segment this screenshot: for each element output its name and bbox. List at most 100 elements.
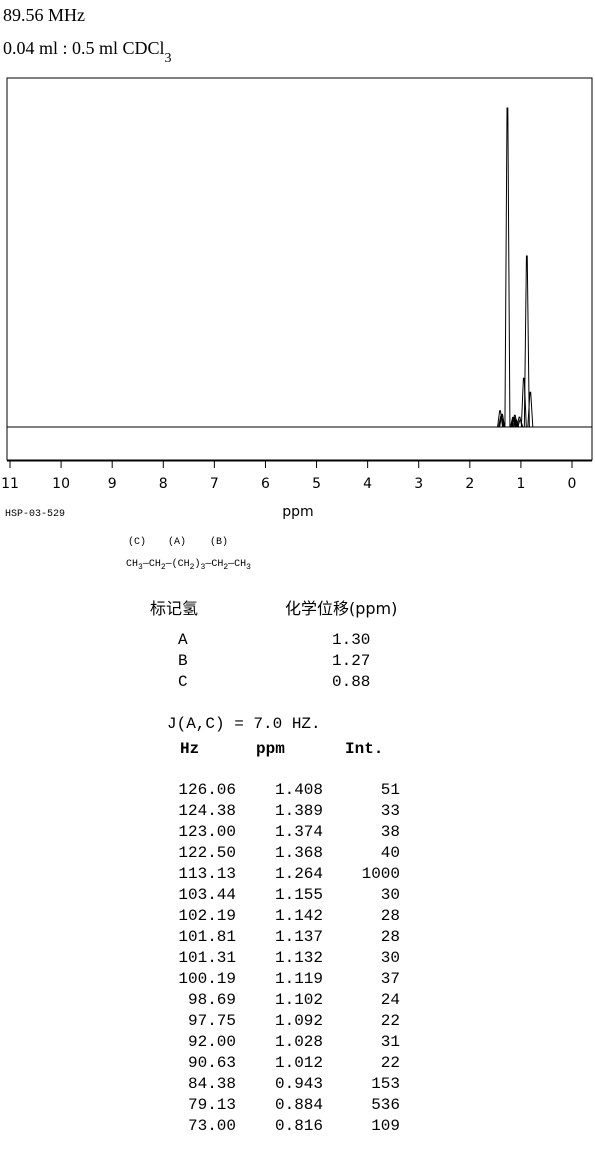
x-tick-label: 8	[159, 476, 168, 492]
formula-text: —CH	[204, 559, 223, 570]
peak-cell: 126.06	[178, 781, 236, 799]
frequency: 89.56 MHz	[3, 5, 85, 25]
structure-formula: CH3—CH2—(CH2)3—CH2—CH3	[126, 558, 251, 572]
peak-cell: 1000	[362, 865, 400, 883]
peak	[527, 391, 534, 428]
peak-cell: 33	[381, 802, 400, 820]
assign-header: 化学位移(ppm)	[285, 599, 397, 618]
sample: 0.04 ml : 0.5 ml CDCl3	[3, 38, 172, 66]
x-tick-label: 5	[312, 476, 321, 492]
peak	[520, 377, 527, 428]
peak-cell: 122.50	[178, 844, 236, 862]
peak-cell: 90.63	[188, 1054, 236, 1072]
peak-cell: 22	[381, 1012, 400, 1030]
peak	[504, 107, 511, 428]
peak-cell: 97.75	[188, 1012, 236, 1030]
structure-label: (A)	[168, 536, 186, 548]
assign-label: B	[178, 652, 188, 670]
peak-cell: 0.884	[275, 1096, 323, 1114]
peak-cell: 101.31	[178, 949, 236, 967]
peak-cell: 1.374	[275, 823, 323, 841]
peak-cell: 123.00	[178, 823, 236, 841]
x-tick-label: 10	[52, 476, 70, 492]
peak-cell: 102.19	[178, 907, 236, 925]
peak-cell: 30	[381, 949, 400, 967]
peak-cell: 124.38	[178, 802, 236, 820]
peak-header: ppm	[256, 740, 285, 758]
peak-cell: 1.102	[275, 991, 323, 1009]
peak-cell: 40	[381, 844, 400, 862]
x-tick-label: 0	[568, 476, 577, 492]
structure-label: (B)	[210, 536, 228, 548]
assign-shift: 0.88	[332, 673, 370, 691]
formula-subscript: 2	[161, 563, 166, 572]
peak-cell: 92.00	[188, 1033, 236, 1051]
peak-header: Hz	[180, 740, 199, 758]
peak-cell: 113.13	[178, 865, 236, 883]
peak-cell: 1.155	[275, 886, 323, 904]
structure-label: (C)	[128, 536, 146, 548]
x-tick-label: 7	[210, 476, 219, 492]
peak-cell: 100.19	[178, 970, 236, 988]
peak-cell: 1.132	[275, 949, 323, 967]
coupling: J(A,C) = 7.0 HZ.	[167, 715, 321, 733]
spectrum-code: HSP-03-529	[5, 509, 65, 520]
assign-label: C	[178, 673, 188, 691]
plot-frame	[6, 77, 593, 461]
peak-cell: 24	[381, 991, 400, 1009]
formula-subscript: 2	[190, 563, 195, 572]
sample-text: 0.04 ml : 0.5 ml CDCl	[3, 38, 165, 58]
peak-cell: 28	[381, 907, 400, 925]
peak-cell: 1.119	[275, 970, 323, 988]
x-tick-label: 9	[108, 476, 117, 492]
peak-cell: 22	[381, 1054, 400, 1072]
assign-shift: 1.27	[332, 652, 370, 670]
x-tick-label: 2	[465, 476, 474, 492]
formula-subscript: 2	[223, 563, 228, 572]
assign-header: 标记氢	[150, 599, 198, 618]
formula-subscript: 3	[138, 563, 143, 572]
formula-subscript: 3	[246, 563, 251, 572]
peak-cell: 1.142	[275, 907, 323, 925]
formula-text: )	[194, 558, 200, 570]
peak-cell: 30	[381, 886, 400, 904]
peak-cell: 0.816	[275, 1117, 323, 1135]
peak-cell: 101.81	[178, 928, 236, 946]
peak-cell: 1.408	[275, 781, 323, 799]
x-axis-label: ppm	[282, 504, 313, 520]
peak-cell: 1.028	[275, 1033, 323, 1051]
peak-cell: 103.44	[178, 886, 236, 904]
peak-header: Int.	[345, 740, 383, 758]
peak-cell: 153	[371, 1075, 400, 1093]
formula-text: —(CH	[165, 558, 190, 570]
peak-cell: 0.943	[275, 1075, 323, 1093]
formula-subscript: 3	[201, 563, 206, 572]
x-tick-label: 4	[363, 476, 372, 492]
peak-cell: 51	[381, 781, 400, 799]
x-tick-label: 11	[1, 476, 19, 492]
sample-subscript: 3	[165, 51, 172, 66]
formula-text: —CH	[142, 559, 161, 570]
peak-cell: 37	[381, 970, 400, 988]
peak-cell: 98.69	[188, 991, 236, 1009]
peak-cell: 84.38	[188, 1075, 236, 1093]
assign-label: A	[178, 631, 188, 649]
peak	[499, 413, 506, 428]
x-tick-label: 6	[261, 476, 270, 492]
x-tick-label: 3	[414, 476, 423, 492]
peak-cell: 31	[381, 1033, 400, 1051]
formula-text: —CH	[227, 559, 246, 570]
peak-cell: 1.389	[275, 802, 323, 820]
peak-cell: 1.264	[275, 865, 323, 883]
peak-cell: 536	[371, 1096, 400, 1114]
formula-text: CH	[126, 559, 138, 570]
assign-shift: 1.30	[332, 631, 370, 649]
peak-cell: 1.368	[275, 844, 323, 862]
peak-cell: 1.092	[275, 1012, 323, 1030]
peak-cell: 1.012	[275, 1054, 323, 1072]
peak-cell: 1.137	[275, 928, 323, 946]
peak	[523, 255, 530, 428]
peak-cell: 28	[381, 928, 400, 946]
